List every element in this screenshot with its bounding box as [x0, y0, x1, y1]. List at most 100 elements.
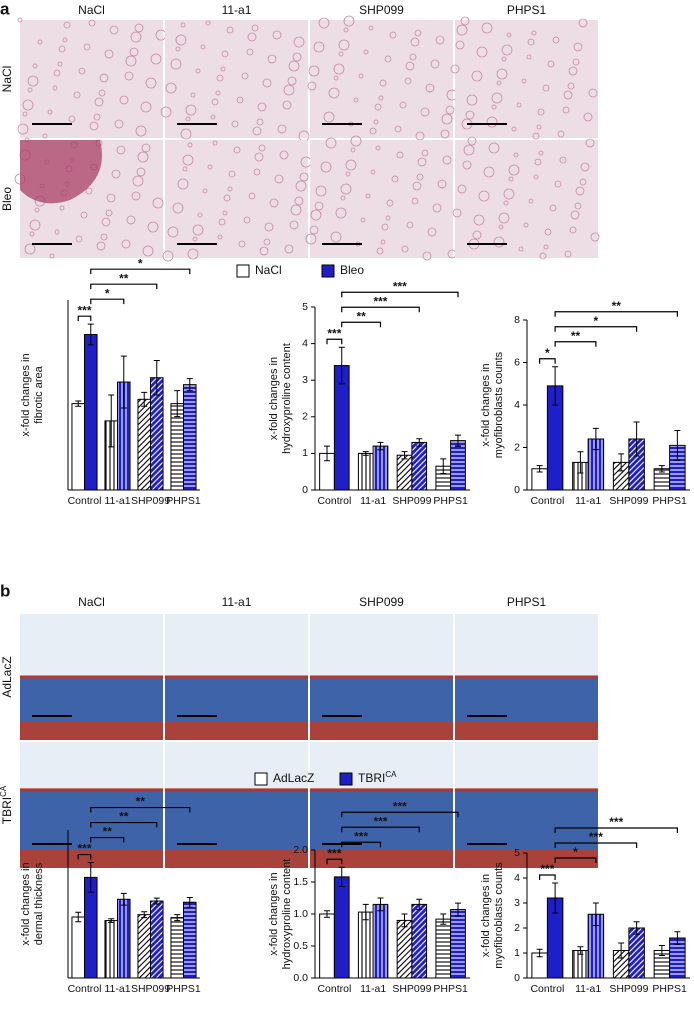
image-column-label: PHPS1	[507, 3, 547, 17]
tissue-texture	[496, 80, 502, 86]
tissue-texture	[396, 151, 404, 159]
tissue-texture	[137, 151, 149, 163]
tissue-texture	[315, 185, 327, 197]
tissue-texture	[422, 251, 432, 261]
tissue-texture	[180, 22, 186, 28]
tissue-texture	[379, 79, 387, 87]
error-bar	[416, 438, 423, 447]
tissue-texture	[588, 88, 598, 98]
image-column-label: PHPS1	[507, 595, 547, 609]
tissue-texture	[409, 53, 417, 61]
tissue-texture	[570, 210, 580, 220]
micrograph	[455, 140, 598, 258]
tissue-texture	[172, 202, 184, 214]
error-bar	[633, 421, 640, 457]
tissue-texture	[307, 81, 317, 91]
tissue-texture	[578, 18, 588, 28]
fibrotic-region	[20, 140, 102, 204]
error-bar	[592, 427, 599, 451]
tissue-texture	[89, 121, 99, 131]
image-column-label: SHP099	[359, 3, 404, 17]
tissue-texture	[457, 184, 467, 194]
tissue-texture	[590, 232, 600, 242]
tissue-texture	[465, 110, 475, 120]
tissue-texture	[221, 50, 229, 58]
x-tick-label: Control	[68, 983, 102, 995]
text-part: dermal thickness	[33, 862, 45, 945]
tissue-texture	[350, 135, 362, 147]
tissue-texture	[109, 25, 119, 35]
y-tick-label: 6	[514, 356, 520, 368]
significance-label: ***	[327, 326, 341, 340]
bar	[628, 927, 645, 979]
panel-label: b	[0, 581, 10, 600]
tissue-texture	[308, 65, 320, 77]
tissue-texture	[498, 212, 510, 224]
tissue-texture	[131, 191, 141, 201]
tissue-texture	[223, 194, 231, 202]
tissue-texture	[211, 98, 219, 106]
significance-label: ***	[393, 799, 407, 813]
tissue-texture	[381, 223, 389, 231]
error-bar	[120, 892, 127, 906]
tissue-texture	[389, 31, 397, 39]
significance-bracket	[341, 826, 420, 833]
tissue-texture	[425, 83, 435, 93]
micrograph	[310, 20, 453, 138]
tissue-texture	[254, 152, 264, 162]
tissue-texture	[52, 85, 58, 91]
tissue-texture	[338, 39, 350, 51]
error-bar	[141, 391, 148, 407]
error-bar	[577, 451, 584, 474]
tissue-texture	[572, 58, 580, 66]
tissue-texture	[243, 216, 251, 224]
tissue-texture	[516, 102, 522, 108]
tissue-texture	[88, 19, 96, 27]
tissue-texture	[358, 73, 364, 79]
tissue-texture	[399, 101, 407, 109]
bar	[137, 914, 152, 979]
significance-label: **	[119, 271, 129, 285]
tissue-texture	[328, 87, 340, 99]
tissue-texture	[262, 78, 272, 88]
error-bar	[174, 914, 181, 922]
tissue-texture	[292, 52, 302, 62]
tissue-texture	[119, 95, 129, 105]
tissue-texture	[305, 233, 317, 245]
tissue-texture	[247, 32, 257, 42]
y-axis-label: x-fold changes inmyofibroblasts counts	[480, 351, 505, 458]
significance-bracket	[326, 338, 343, 345]
tissue-texture	[17, 17, 23, 23]
tissue-texture	[98, 89, 106, 97]
error-bar	[377, 441, 384, 451]
tissue-texture	[414, 29, 422, 37]
tissue-texture	[100, 233, 108, 241]
text-part: myofibroblasts counts	[493, 351, 505, 458]
tissue-texture	[53, 69, 61, 77]
tissue-texture	[440, 129, 450, 139]
tissue-texture	[129, 47, 139, 57]
tissue-texture	[272, 30, 282, 40]
tissue-texture	[445, 105, 455, 115]
tissue-texture	[330, 231, 342, 243]
tissue-texture	[404, 77, 412, 85]
tissue-texture	[101, 217, 111, 227]
x-tick-label: PHPS1	[433, 983, 468, 995]
image-column-label: 11-a1	[222, 595, 252, 609]
error-bar	[108, 918, 115, 923]
error-bar	[186, 378, 193, 392]
bar	[450, 440, 466, 491]
text-part: Bleo	[340, 263, 364, 277]
tissue-texture	[231, 120, 239, 128]
x-tick-label: SHP099	[131, 983, 170, 995]
bar	[84, 334, 98, 491]
bar	[117, 898, 131, 979]
tissue-texture	[140, 101, 152, 113]
tissue-texture	[333, 75, 339, 81]
tissue-texture	[220, 66, 226, 72]
error-bar	[658, 945, 665, 956]
tissue-texture	[385, 215, 391, 221]
error-bar	[440, 458, 447, 475]
tissue-texture	[549, 204, 557, 212]
error-bar	[174, 390, 181, 418]
